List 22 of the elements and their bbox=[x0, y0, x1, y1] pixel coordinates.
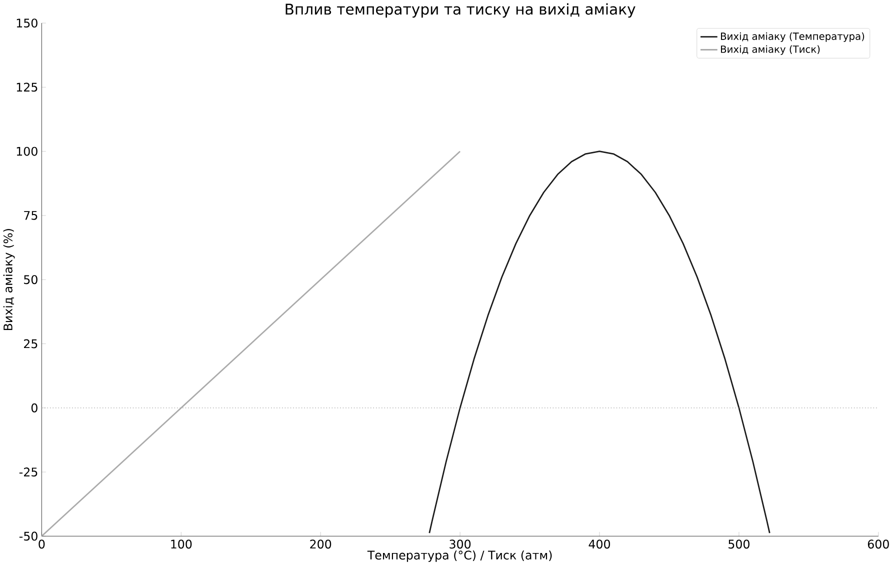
chart-title: Вплив температури та тиску на вихід аміаку bbox=[286, 3, 636, 18]
x-tick-label: 100 bbox=[171, 540, 192, 549]
y-tick-label: 25 bbox=[24, 339, 38, 348]
x-tick-label: 400 bbox=[588, 540, 610, 549]
y-tick-label: -50 bbox=[19, 532, 38, 541]
legend-label: Вихід аміаку (Температура) bbox=[721, 32, 864, 42]
x-tick-label: 600 bbox=[868, 540, 889, 549]
line-series bbox=[428, 150, 770, 534]
x-axis-title: Температура (°C) / Тиск (атм) bbox=[367, 550, 552, 562]
y-tick-label: 100 bbox=[16, 146, 38, 156]
y-tick-label: 75 bbox=[24, 210, 38, 220]
x-tick-label: 500 bbox=[728, 540, 750, 549]
y-tick-label: 0 bbox=[31, 403, 38, 412]
x-tick-label: 300 bbox=[450, 540, 471, 549]
y-tick-label: 50 bbox=[24, 275, 38, 284]
y-axis-title: Вихід аміаку (%) bbox=[3, 228, 15, 330]
y-tick-label: -25 bbox=[19, 467, 38, 476]
y-tick-label: 125 bbox=[16, 82, 38, 92]
x-tick-label: 200 bbox=[310, 540, 332, 549]
x-tick-label: 0 bbox=[38, 540, 45, 549]
y-tick-label: 150 bbox=[16, 18, 38, 28]
legend-label: Вихід аміаку (Тиск) bbox=[721, 45, 820, 55]
